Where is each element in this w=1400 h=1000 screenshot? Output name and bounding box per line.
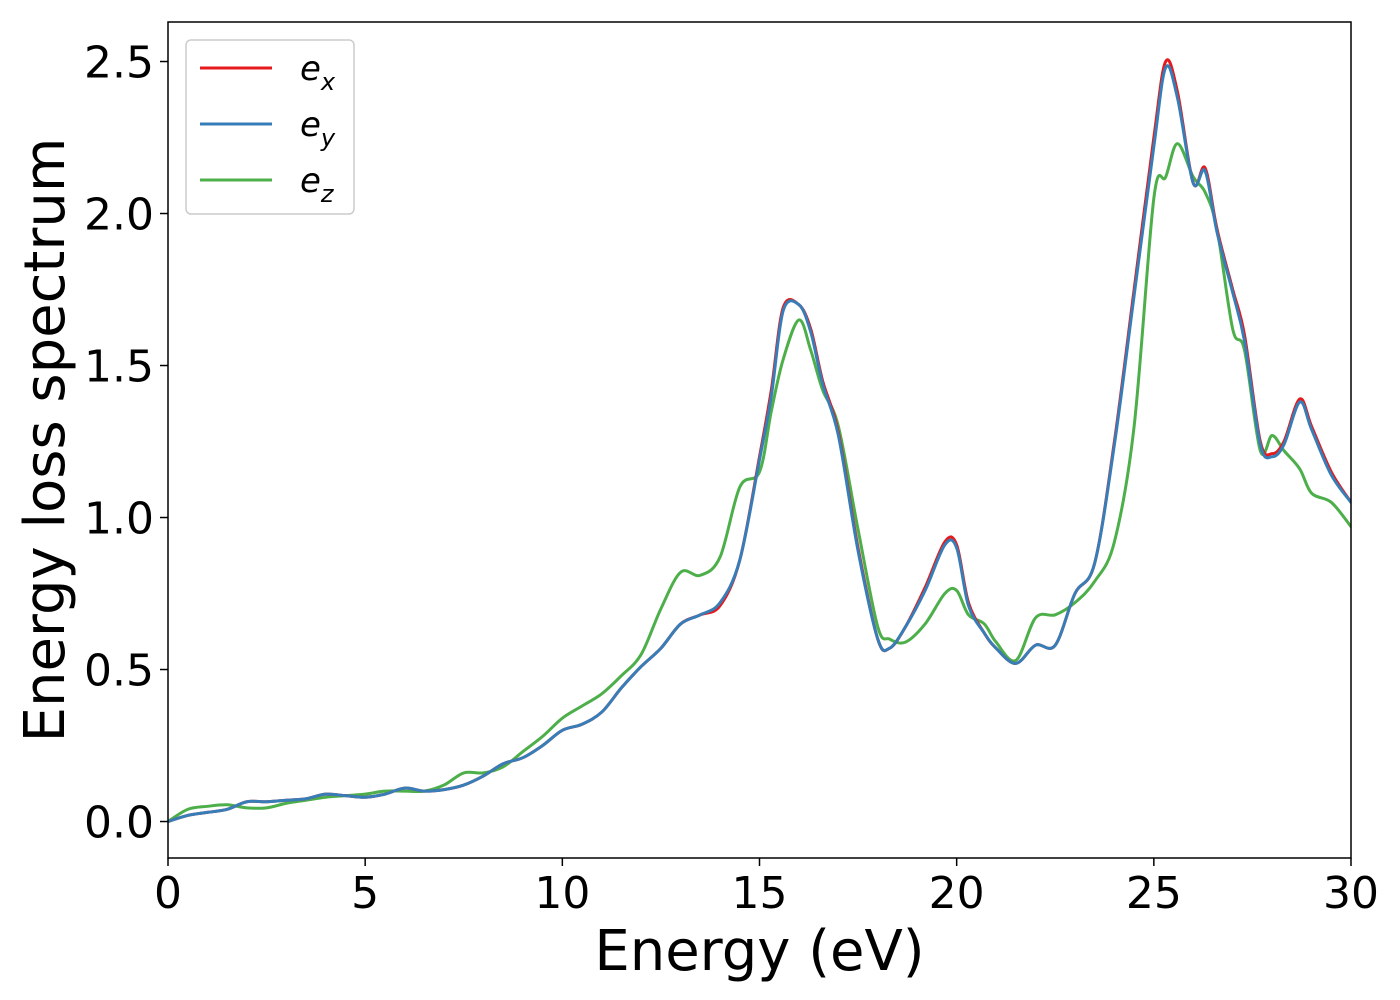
ticks-layer: 0 5 10 15 20 25 30 0.0 0.5 1.0 1.5 2.0 2.5 <box>84 38 1379 919</box>
x-tick-label: 20 <box>929 868 985 919</box>
y-axis-title: Energy loss spectrum <box>13 138 78 743</box>
x-tick-label: 30 <box>1323 868 1379 919</box>
x-tick-label: 10 <box>534 868 590 919</box>
plot-background <box>168 22 1351 858</box>
legend-entry-ez: ez <box>300 161 335 208</box>
legend-entry-subscript: y <box>320 124 336 152</box>
y-tick-label: 1.5 <box>84 342 154 393</box>
x-tick-label: 25 <box>1126 868 1182 919</box>
series-line-ey <box>168 64 1351 824</box>
legend-entry-ey: ey <box>300 105 336 152</box>
y-tick-label: 2.0 <box>84 190 154 241</box>
series-layer <box>168 58 1351 824</box>
x-axis-title: Energy (eV) <box>594 919 924 984</box>
legend-entry-subscript: z <box>320 180 335 208</box>
plot-area <box>168 22 1351 858</box>
y-tick-label: 0.0 <box>84 798 154 849</box>
y-tick-label: 0.5 <box>84 646 154 697</box>
legend-entry-subscript: x <box>320 68 336 96</box>
y-tick-label: 1.0 <box>84 494 154 545</box>
x-tick-label: 15 <box>732 868 788 919</box>
x-tick-label: 0 <box>154 868 182 919</box>
legend-entry-ex: ex <box>300 49 336 96</box>
x-tick-label: 5 <box>351 868 379 919</box>
legend-box <box>185 39 355 215</box>
legend-entry-name: e <box>300 105 321 145</box>
legend-entry-name: e <box>300 49 321 89</box>
y-tick-label: 2.5 <box>84 38 154 89</box>
legend-entry-name: e <box>300 161 321 201</box>
